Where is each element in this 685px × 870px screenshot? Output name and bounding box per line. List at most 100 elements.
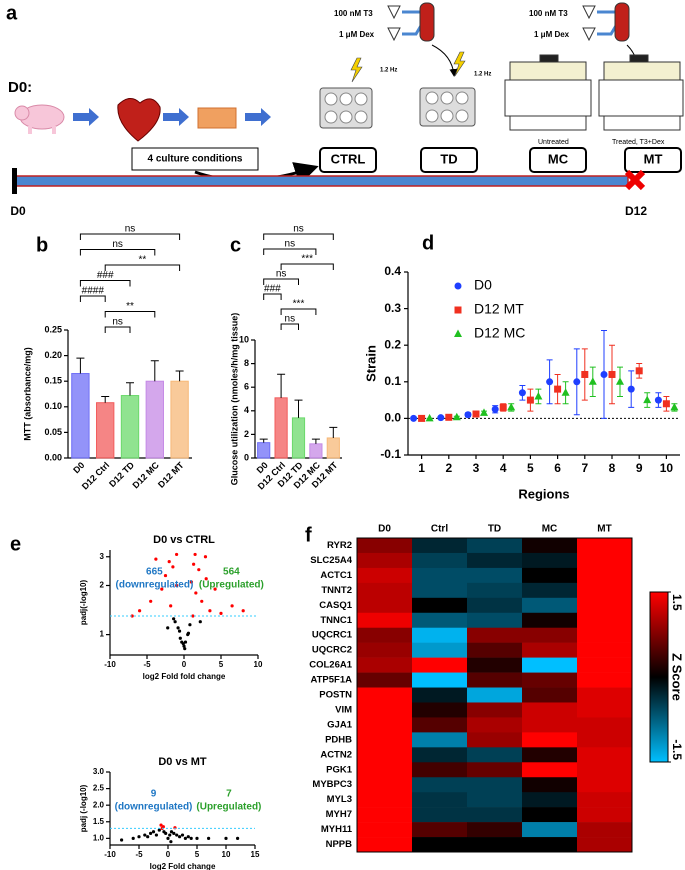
marker (627, 385, 635, 393)
annotation: 9 (151, 789, 157, 800)
annotation: 7 (226, 789, 232, 800)
marker (608, 370, 616, 378)
error-bar (277, 373, 286, 398)
heatmap-cell (412, 747, 468, 763)
row-label: MYBPC3 (312, 779, 352, 790)
gene-point (176, 626, 180, 630)
heatmap-cell (467, 792, 523, 808)
heatmap-cell (357, 807, 413, 823)
gene-point (189, 580, 193, 584)
gene-point (213, 587, 217, 591)
x-tick-label: 1 (418, 461, 425, 475)
heatmap-cell (412, 762, 468, 778)
row-label: MYH11 (321, 824, 353, 835)
comparison-bracket (280, 308, 317, 315)
conditions-label: 4 culture conditions (147, 154, 242, 165)
row-label: SLC25A4 (310, 555, 352, 566)
gene-point (183, 640, 188, 644)
comparison-bracket (79, 280, 131, 287)
comparison-bracket (79, 295, 106, 302)
row-label: ACTN2 (320, 749, 352, 760)
comparison-bracket (263, 293, 282, 300)
annotation: 564 (223, 567, 240, 578)
y-tick-label: 0.4 (384, 264, 401, 278)
tissue-icon (197, 107, 237, 129)
x-tick-label: 10 (254, 660, 263, 669)
y-axis-label: padj(-log10) (79, 580, 88, 626)
y-tick-label: 4 (244, 405, 249, 415)
group-boxes (319, 147, 682, 173)
heatmap-cell (357, 657, 413, 673)
heatmap-cell (357, 837, 413, 853)
gene-point (172, 617, 176, 621)
group-label: CTRL (331, 151, 366, 166)
pig-icon (14, 104, 65, 134)
heatmap-cell (467, 627, 523, 643)
gene-point (186, 631, 191, 635)
x-tick-label: D12 MT (156, 460, 186, 490)
y-tick-label: 6 (244, 382, 249, 392)
heatmap-cell (522, 792, 578, 808)
heatmap-cell (467, 687, 523, 703)
gene-point (163, 573, 168, 578)
heatmap-cell (577, 612, 633, 629)
drug-label: 100 nM T3 (334, 9, 373, 18)
y-tick-label: 0.3 (384, 301, 401, 315)
x-axis-label: log2 Fold fold change (143, 672, 226, 681)
marker (662, 400, 670, 408)
gene-point (178, 835, 182, 839)
heatmap-cell (412, 612, 468, 629)
marker (588, 377, 597, 385)
heatmap-cell (522, 552, 578, 569)
gene-point (230, 604, 234, 608)
x-tick-label: -5 (143, 660, 151, 669)
heatmap-cell (577, 642, 633, 658)
x-tick-label: 15 (251, 850, 260, 859)
row-label: COL26A1 (309, 660, 352, 671)
y-tick-label: 0.25 (44, 324, 62, 334)
marker (410, 414, 418, 422)
error-bar (259, 438, 268, 443)
gene-point (197, 568, 201, 572)
annotation: (downregulated) (115, 802, 193, 813)
heatmap-cell (357, 702, 413, 718)
y-tick-label: 2 (244, 429, 249, 439)
comparison-bracket (104, 311, 156, 318)
error-bar (329, 426, 338, 438)
group-label: TD (440, 151, 457, 166)
colorbar-tick-label: 1.5 (670, 594, 684, 611)
panel-label: d (422, 232, 434, 254)
heatmap-cell (467, 822, 523, 838)
row-label: RYR2 (327, 540, 352, 551)
gene-point (173, 620, 177, 624)
y-tick-label: 0.15 (44, 376, 62, 386)
heatmap-cell (522, 702, 578, 718)
heatmap-cell (357, 792, 413, 808)
x-tick-label: 9 (636, 461, 643, 475)
y-axis-label: padj (-log10) (79, 784, 88, 832)
row-label: MYL3 (327, 794, 352, 805)
error-bar (175, 370, 184, 382)
bar (309, 443, 323, 459)
y-tick-label: 0 (244, 452, 249, 462)
gene-point (131, 836, 135, 840)
marker (472, 410, 480, 418)
heatmap-cell (522, 762, 578, 778)
gene-point (167, 560, 171, 564)
gene-point (198, 620, 202, 624)
comparison-bracket (104, 264, 181, 271)
heatmap-cell (522, 627, 578, 643)
heatmap-cell (577, 567, 633, 584)
x-tick-label: D12 Ctrl (80, 460, 111, 491)
frequency: 1.2 Hz (380, 68, 397, 74)
heatmap-cell (357, 777, 413, 793)
y-tick-label: 0.2 (384, 337, 401, 351)
heatmap-cell (357, 567, 413, 584)
y-axis-label: Glucose utilization (nmoles/h/mg tissue) (229, 313, 239, 486)
heatmap-cell (467, 642, 523, 658)
x-tick-label: -5 (135, 850, 143, 859)
heatmap-cell (577, 807, 633, 823)
heatmap-cell (412, 807, 468, 823)
error-bar (150, 360, 159, 382)
